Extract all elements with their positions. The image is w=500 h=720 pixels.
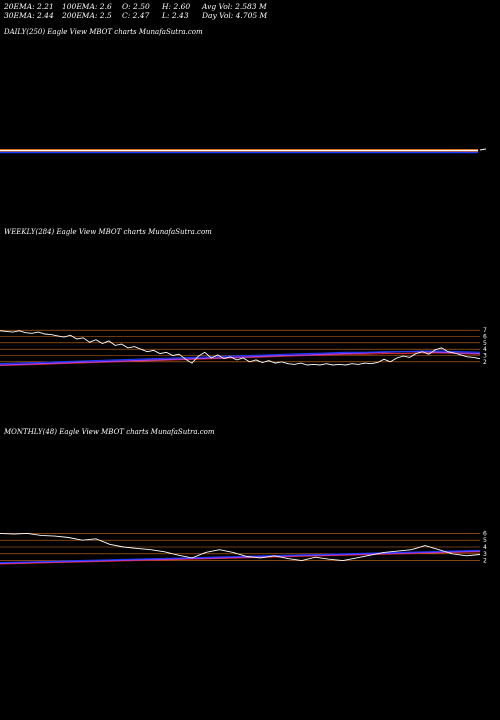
ema-red-line bbox=[0, 352, 481, 367]
ema-blue-line bbox=[0, 350, 481, 365]
y-tick-label: 5 bbox=[483, 340, 487, 347]
weekly-panel-label: WEEKLY(284) Eagle View MBOT charts Munaf… bbox=[4, 228, 212, 236]
ema200-stat: 200EMA: 2.5 bbox=[62, 11, 112, 20]
ema20-stat: 20EMA: 2.21 bbox=[4, 2, 54, 11]
ema30-stat: 30EMA: 2.44 bbox=[4, 11, 54, 20]
y-tick-label: 3 bbox=[483, 353, 487, 360]
day-vol-stat: Day Vol: 4.705 M bbox=[202, 11, 268, 20]
price-line bbox=[0, 532, 481, 562]
avg-vol-stat: Avg Vol: 2.583 M bbox=[202, 2, 267, 11]
ema-purple-line bbox=[0, 550, 481, 564]
y-tick-label: 6 bbox=[483, 530, 487, 537]
close-stat: C: 2.47 bbox=[122, 11, 150, 20]
y-tick-label: 4 bbox=[483, 544, 487, 551]
high-stat: H: 2.60 bbox=[162, 2, 191, 11]
y-tick-label: 5 bbox=[483, 537, 487, 544]
low-stat: L: 2.43 bbox=[162, 11, 189, 20]
ema-red-line bbox=[0, 551, 481, 565]
ema-blue-line bbox=[0, 549, 481, 564]
daily-chart bbox=[0, 148, 487, 154]
y-tick-label: 3 bbox=[483, 551, 487, 558]
daily-tail bbox=[479, 148, 487, 151]
y-tick-label: 7 bbox=[483, 327, 487, 334]
y-tick-label: 6 bbox=[483, 334, 487, 341]
ema100-stat: 100EMA: 2.6 bbox=[62, 2, 112, 11]
y-tick-label: 4 bbox=[483, 346, 487, 353]
monthly-panel-label: MONTHLY(48) Eagle View MBOT charts Munaf… bbox=[4, 428, 215, 436]
open-stat: O: 2.50 bbox=[122, 2, 150, 11]
daily-panel-label: DAILY(250) Eagle View MBOT charts Munafa… bbox=[4, 28, 203, 36]
y-tick-label: 2 bbox=[483, 359, 487, 366]
price-line bbox=[0, 330, 481, 366]
y-tick-label: 2 bbox=[483, 558, 487, 565]
